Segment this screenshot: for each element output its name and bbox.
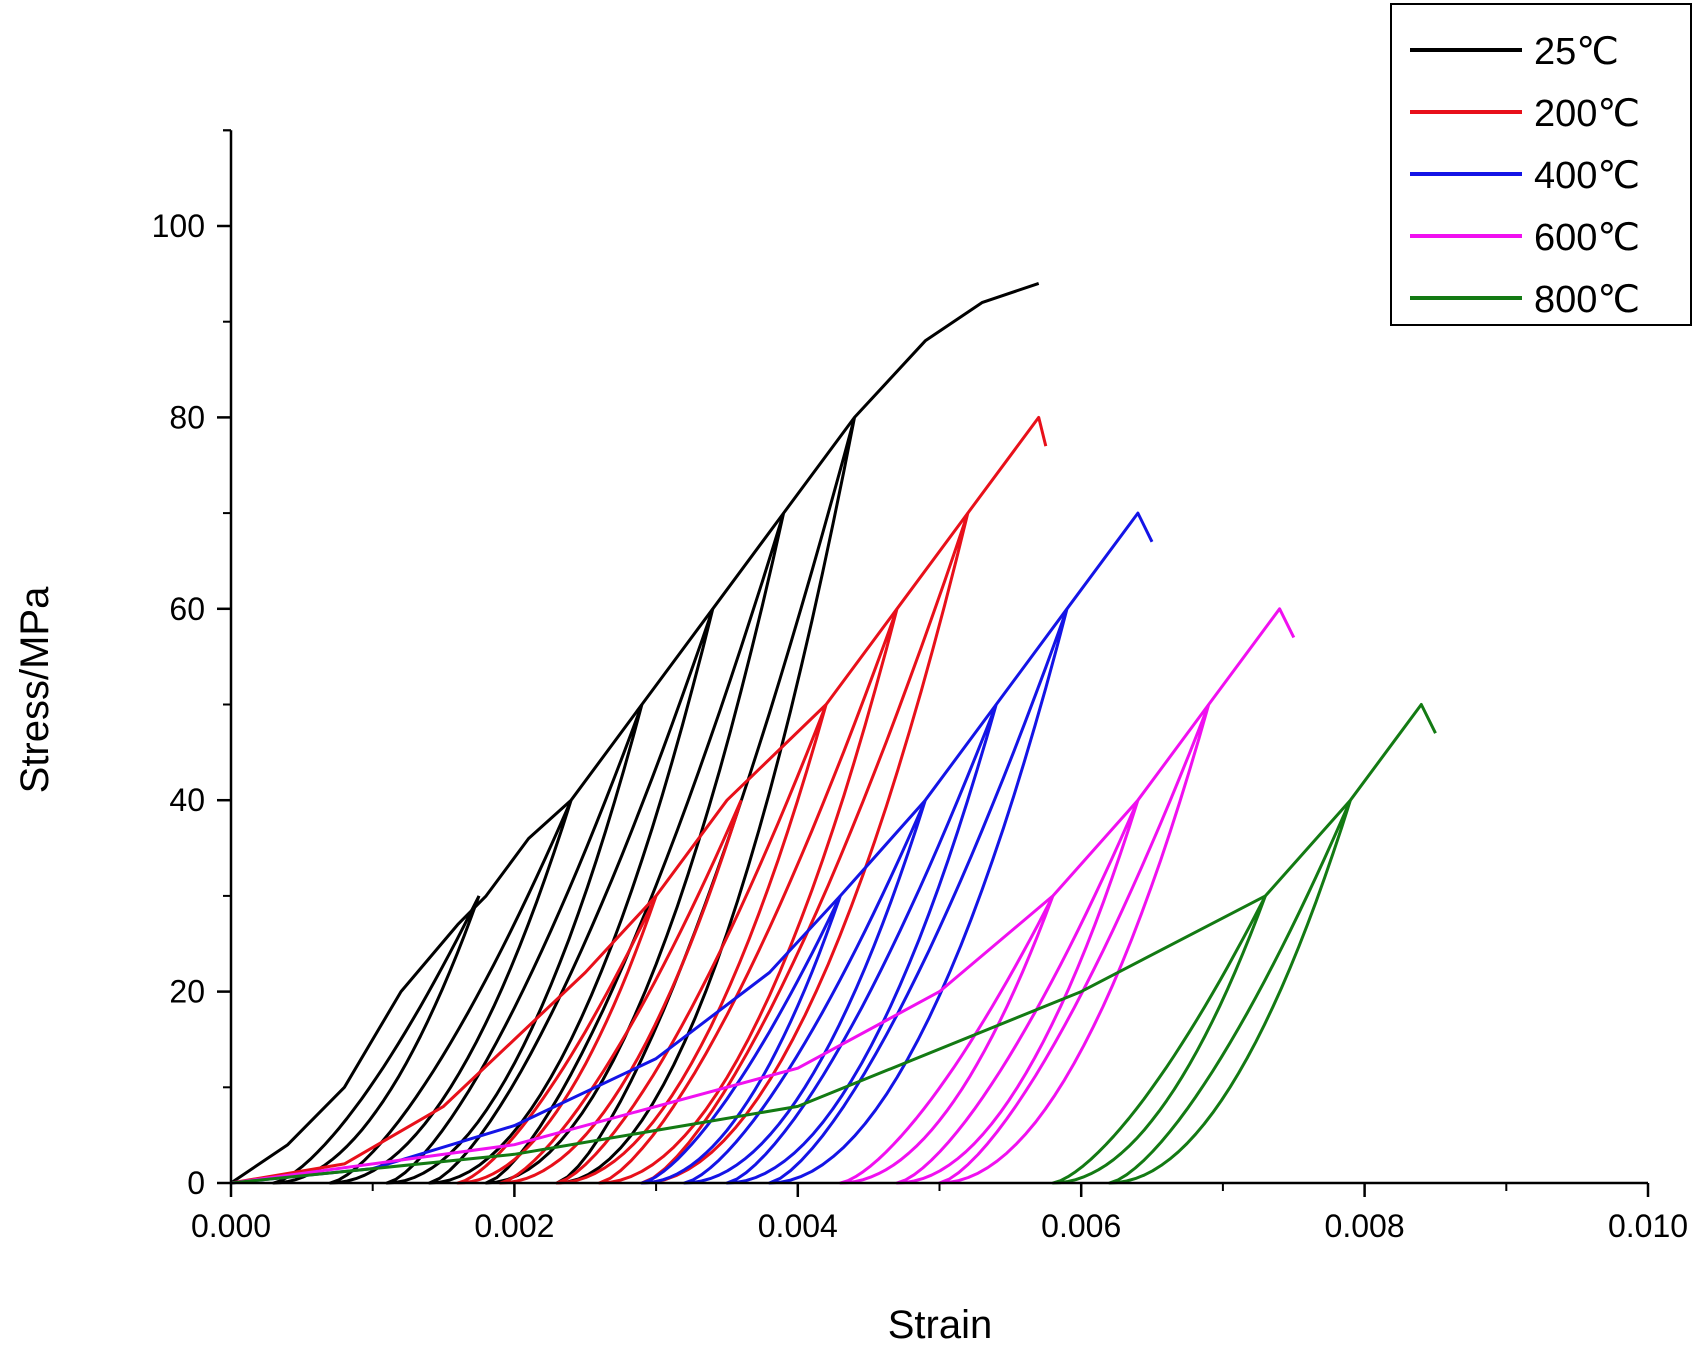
axes-layer: 0.000 0.002 0.004 0.006 0.008 0.010 0 20 40 60 80 1… <box>152 129 1688 1244</box>
x-tick-label: 0.008 <box>1325 1208 1405 1244</box>
legend-label: 400℃ <box>1534 155 1640 197</box>
hysteresis-loop <box>272 895 481 1185</box>
legend-label: 600℃ <box>1534 217 1640 259</box>
x-tick-label: 0.006 <box>1041 1208 1121 1244</box>
y-tick-label: 40 <box>169 782 205 818</box>
series-envelope-line <box>230 607 1296 1185</box>
hysteresis-loop <box>555 417 856 1185</box>
legend-label: 800℃ <box>1534 279 1640 321</box>
y-tick-label: 0 <box>187 1165 205 1201</box>
x-tick-label: 0.010 <box>1608 1208 1688 1244</box>
y-axis-title: Stress/MPa <box>13 586 57 793</box>
hysteresis-loop <box>640 895 842 1185</box>
series-3 <box>230 607 1296 1185</box>
series-envelope-line <box>230 415 1048 1185</box>
series-0 <box>230 281 1040 1185</box>
legend-box <box>1390 3 1692 326</box>
y-tick-label: 60 <box>169 591 205 627</box>
series-envelope-line <box>230 703 1437 1185</box>
legend-label: 200℃ <box>1534 93 1640 135</box>
legend-label: 25℃ <box>1534 31 1619 73</box>
x-axis-title: Strain <box>888 1303 993 1347</box>
x-tick-label: 0.000 <box>191 1208 271 1244</box>
y-tick-label: 80 <box>169 399 205 435</box>
x-tick-label: 0.004 <box>758 1208 838 1244</box>
x-tick-label: 0.002 <box>474 1208 554 1244</box>
legend: 25℃ 200℃ 400℃ 600℃ 800℃ <box>1390 3 1692 326</box>
y-tick-label: 20 <box>169 974 205 1010</box>
hysteresis-loop <box>597 608 899 1185</box>
y-tick-label: 100 <box>152 208 205 244</box>
curves-layer <box>230 281 1437 1185</box>
hysteresis-loop <box>938 703 1211 1185</box>
